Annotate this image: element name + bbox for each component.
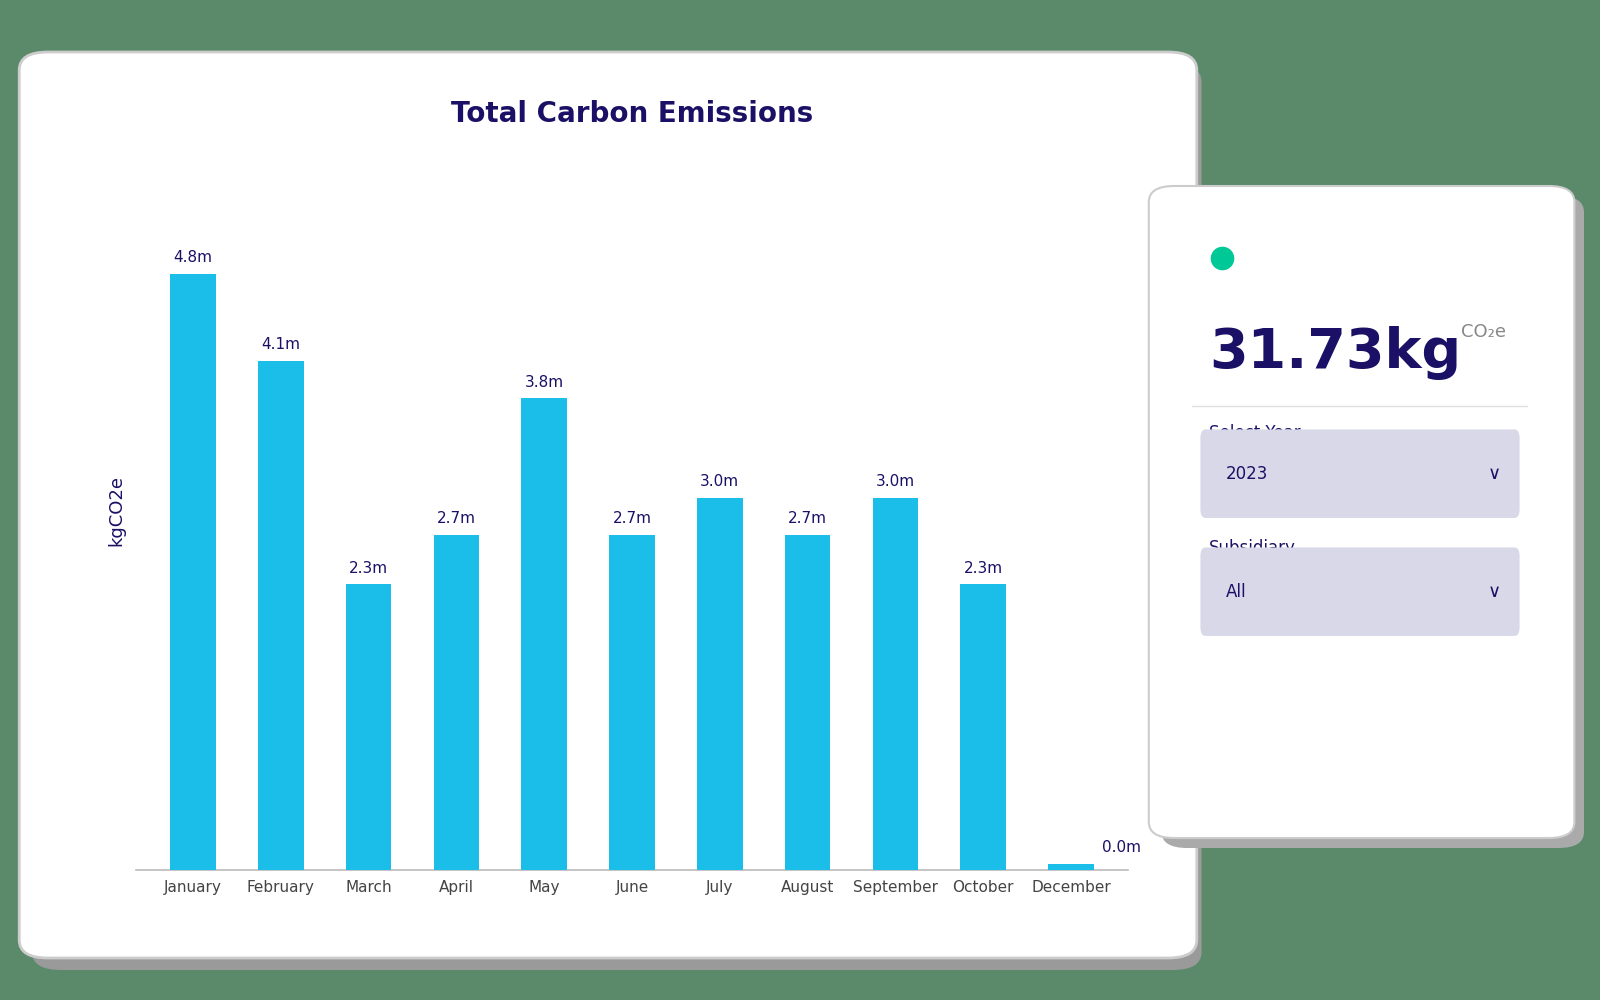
Bar xyxy=(434,535,480,870)
Text: 2.7m: 2.7m xyxy=(437,511,475,526)
Text: 4.1m: 4.1m xyxy=(261,337,301,352)
Text: 3.0m: 3.0m xyxy=(875,474,915,489)
Text: 2.3m: 2.3m xyxy=(349,561,389,576)
Text: CO₂e: CO₂e xyxy=(1461,323,1506,341)
Bar xyxy=(522,398,566,870)
Text: ∨: ∨ xyxy=(1488,465,1501,483)
Bar xyxy=(610,535,654,870)
Text: Subsidiary: Subsidiary xyxy=(1210,539,1296,557)
Bar xyxy=(784,535,830,870)
Text: Select Year: Select Year xyxy=(1210,424,1301,442)
Bar xyxy=(872,498,918,870)
Text: 2.7m: 2.7m xyxy=(613,511,651,526)
Text: 3.0m: 3.0m xyxy=(701,474,739,489)
Text: 0.0m: 0.0m xyxy=(1102,840,1141,855)
FancyBboxPatch shape xyxy=(1200,547,1520,636)
Bar xyxy=(1048,864,1094,870)
Text: All: All xyxy=(1226,583,1246,601)
Bar xyxy=(698,498,742,870)
Bar xyxy=(170,274,216,870)
Bar xyxy=(960,584,1006,870)
Title: Total Carbon Emissions: Total Carbon Emissions xyxy=(451,100,813,128)
Text: 2023: 2023 xyxy=(1226,465,1267,483)
FancyBboxPatch shape xyxy=(1200,429,1520,518)
Text: 2.7m: 2.7m xyxy=(789,511,827,526)
Bar xyxy=(346,584,392,870)
Bar xyxy=(258,361,304,870)
Text: 2.3m: 2.3m xyxy=(963,561,1003,576)
Y-axis label: kgCO2e: kgCO2e xyxy=(107,475,125,546)
Text: 4.8m: 4.8m xyxy=(173,250,213,265)
Text: 31.73kg: 31.73kg xyxy=(1210,326,1461,380)
Text: 3.8m: 3.8m xyxy=(525,375,563,390)
Text: ∨: ∨ xyxy=(1488,583,1501,601)
